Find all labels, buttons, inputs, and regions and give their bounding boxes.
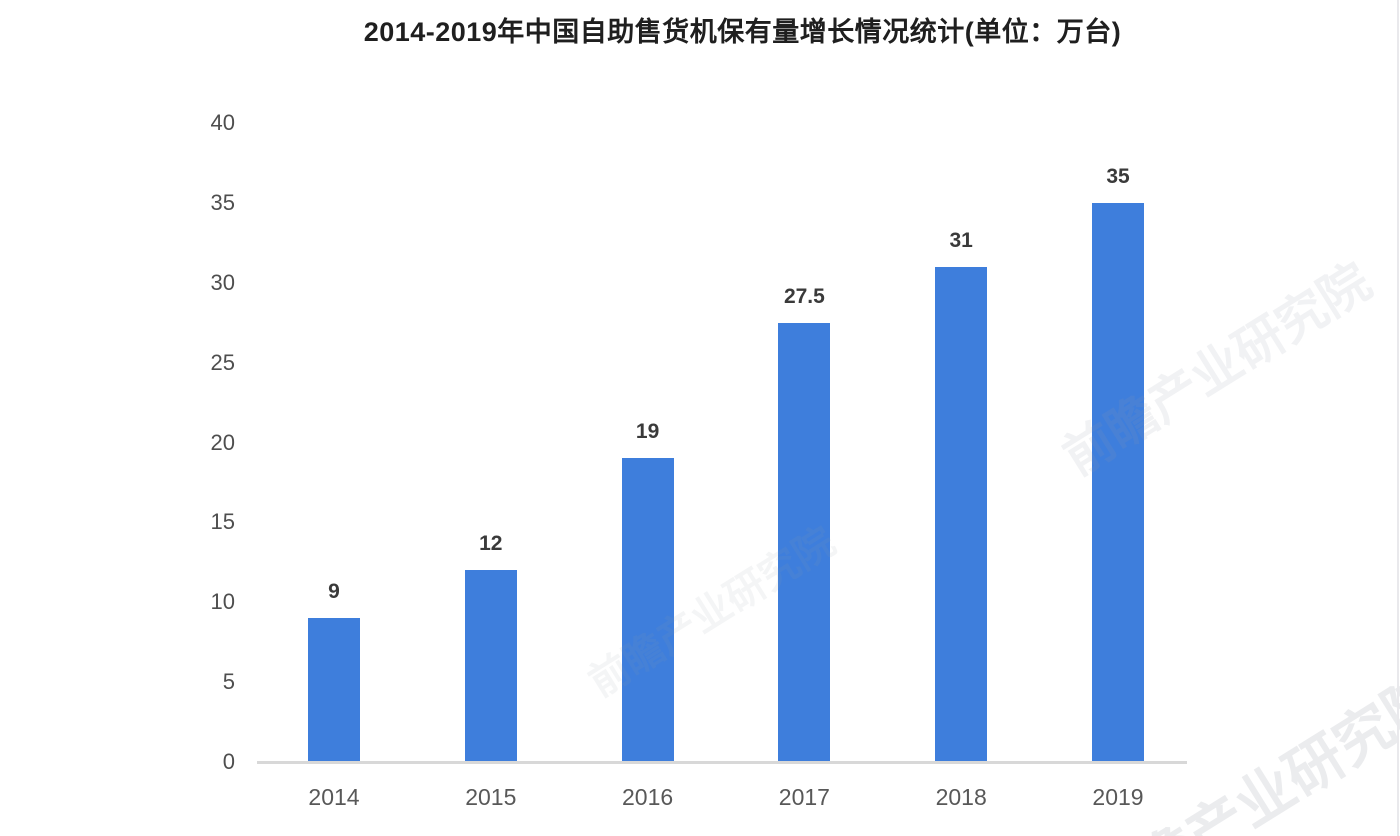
x-tick-label: 2017: [778, 784, 830, 810]
y-tick-label: 0: [222, 749, 235, 774]
y-tick-label: 10: [210, 589, 235, 615]
y-tick-label: 20: [210, 429, 235, 455]
bar-2018: [935, 266, 988, 762]
bar-value-label: 35: [1106, 164, 1130, 188]
bar-2016: [621, 458, 674, 762]
bar-value-label: 27.5: [783, 284, 825, 308]
bar-2015: [464, 570, 517, 762]
image-edge-artifact: [1397, 0, 1399, 836]
x-tick-label: 2016: [622, 784, 674, 810]
bar-value-label: 31: [949, 228, 973, 252]
bar-value-label: 12: [479, 532, 503, 556]
y-tick-label: 30: [210, 269, 235, 295]
chart-title: 2014-2019年中国自助售货机保有量增长情况统计(单位：万台): [363, 17, 1122, 47]
y-tick-label: 15: [210, 509, 235, 535]
y-tick-label: 40: [210, 110, 235, 135]
y-tick-label: 5: [222, 669, 235, 695]
y-tick-label: 35: [210, 189, 235, 215]
y-tick-label: 25: [210, 349, 235, 375]
bar-2017: [778, 322, 831, 762]
bar-2014: [308, 618, 360, 762]
bar-2019: [1092, 202, 1144, 762]
x-tick-label: 2015: [465, 784, 517, 810]
x-tick-label: 2019: [1092, 784, 1144, 810]
x-tick-label: 2018: [935, 784, 987, 810]
x-tick-label: 2014: [308, 784, 360, 810]
bar-value-label: 19: [635, 420, 660, 444]
x-axis-line: [257, 761, 1187, 764]
bar-value-label: 9: [328, 580, 340, 604]
